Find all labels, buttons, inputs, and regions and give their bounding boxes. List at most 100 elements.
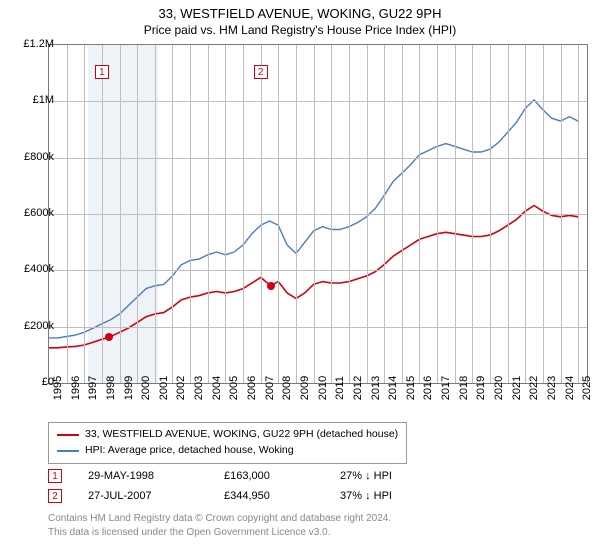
sale-point-dot [105, 333, 113, 341]
x-tick-label: 2020 [493, 376, 505, 400]
sale-marker-box: 1 [95, 65, 109, 79]
gridline-vertical [261, 45, 262, 383]
chart-title: 33, WESTFIELD AVENUE, WOKING, GU22 9PH [0, 0, 600, 21]
x-tick-label: 2011 [334, 376, 346, 400]
x-tick-label: 1995 [52, 376, 64, 400]
x-tick-label: 1996 [70, 376, 82, 400]
x-tick-label: 2021 [511, 376, 523, 400]
gridline-vertical [278, 45, 279, 383]
gridline-horizontal [49, 270, 587, 271]
legend-swatch [57, 434, 79, 436]
sale-delta: 37% ↓ HPI [340, 490, 392, 502]
legend-box: 33, WESTFIELD AVENUE, WOKING, GU22 9PH (… [48, 422, 407, 464]
x-tick-label: 2008 [281, 376, 293, 400]
y-tick-label: £1M [10, 94, 54, 106]
gridline-vertical [331, 45, 332, 383]
sale-date: 29-MAY-1998 [88, 470, 198, 482]
gridline-vertical [367, 45, 368, 383]
gridline-vertical [84, 45, 85, 383]
x-tick-label: 2014 [387, 376, 399, 400]
chart-container: 33, WESTFIELD AVENUE, WOKING, GU22 9PH P… [0, 0, 600, 560]
attribution: Contains HM Land Registry data © Crown c… [48, 512, 391, 539]
x-tick-label: 2010 [317, 376, 329, 400]
gridline-vertical [155, 45, 156, 383]
sales-table-row: 2 27-JUL-2007 £344,950 37% ↓ HPI [48, 486, 392, 506]
gridline-vertical [561, 45, 562, 383]
sale-id-box: 1 [48, 469, 62, 483]
x-tick-label: 2013 [370, 376, 382, 400]
sale-id-box: 2 [48, 489, 62, 503]
gridline-vertical [472, 45, 473, 383]
x-tick-label: 2023 [546, 376, 558, 400]
gridline-vertical [225, 45, 226, 383]
gridline-vertical [190, 45, 191, 383]
x-tick-label: 2022 [528, 376, 540, 400]
sale-date: 27-JUL-2007 [88, 490, 198, 502]
gridline-vertical [296, 45, 297, 383]
legend-label: 33, WESTFIELD AVENUE, WOKING, GU22 9PH (… [85, 427, 398, 443]
gridline-vertical [67, 45, 68, 383]
x-tick-label: 2006 [246, 376, 258, 400]
gridline-vertical [508, 45, 509, 383]
gridline-vertical [349, 45, 350, 383]
y-tick-label: £1.2M [10, 38, 54, 50]
gridline-vertical [490, 45, 491, 383]
legend-swatch [57, 450, 79, 452]
gridline-vertical [419, 45, 420, 383]
gridline-horizontal [49, 158, 587, 159]
gridline-vertical [208, 45, 209, 383]
gridline-horizontal [49, 214, 587, 215]
sale-marker-box: 2 [254, 65, 268, 79]
x-tick-label: 2004 [211, 376, 223, 400]
gridline-vertical [137, 45, 138, 383]
x-tick-label: 2001 [158, 376, 170, 400]
x-tick-label: 2003 [193, 376, 205, 400]
gridline-horizontal [49, 101, 587, 102]
attribution-line-1: Contains HM Land Registry data © Crown c… [48, 512, 391, 526]
gridline-vertical [384, 45, 385, 383]
attribution-line-2: This data is licensed under the Open Gov… [48, 526, 391, 540]
gridline-vertical [455, 45, 456, 383]
sales-table: 1 29-MAY-1998 £163,000 27% ↓ HPI 2 27-JUL-200… [48, 466, 392, 506]
x-tick-label: 2009 [299, 376, 311, 400]
x-tick-label: 2019 [475, 376, 487, 400]
sale-price: £344,950 [224, 490, 314, 502]
y-tick-label: £800k [10, 151, 54, 163]
x-tick-label: 2015 [405, 376, 417, 400]
gridline-horizontal [49, 327, 587, 328]
x-tick-label: 2024 [564, 376, 576, 400]
gridline-vertical [437, 45, 438, 383]
x-tick-label: 2017 [440, 376, 452, 400]
x-tick-label: 2002 [175, 376, 187, 400]
legend-label: HPI: Average price, detached house, Woki… [85, 443, 294, 459]
x-tick-label: 2005 [228, 376, 240, 400]
gridline-vertical [543, 45, 544, 383]
y-tick-label: £200k [10, 320, 54, 332]
x-tick-label: 2000 [140, 376, 152, 400]
y-tick-label: £0 [10, 376, 54, 388]
x-tick-label: 1998 [105, 376, 117, 400]
gridline-vertical [172, 45, 173, 383]
x-tick-label: 1999 [123, 376, 135, 400]
gridline-vertical [243, 45, 244, 383]
y-tick-label: £400k [10, 263, 54, 275]
sales-table-row: 1 29-MAY-1998 £163,000 27% ↓ HPI [48, 466, 392, 486]
gridline-vertical [525, 45, 526, 383]
x-tick-label: 2016 [422, 376, 434, 400]
y-tick-label: £600k [10, 207, 54, 219]
x-tick-label: 2012 [352, 376, 364, 400]
sale-delta: 27% ↓ HPI [340, 470, 392, 482]
x-tick-label: 1997 [87, 376, 99, 400]
sale-point-dot [267, 282, 275, 290]
x-tick-label: 2025 [581, 376, 593, 400]
legend-row: HPI: Average price, detached house, Woki… [57, 443, 398, 459]
gridline-vertical [578, 45, 579, 383]
x-tick-label: 2018 [458, 376, 470, 400]
gridline-vertical [120, 45, 121, 383]
sale-price: £163,000 [224, 470, 314, 482]
gridline-vertical [402, 45, 403, 383]
chart-subtitle: Price paid vs. HM Land Registry's House … [0, 21, 600, 41]
gridline-vertical [102, 45, 103, 383]
legend-row: 33, WESTFIELD AVENUE, WOKING, GU22 9PH (… [57, 427, 398, 443]
plot-area: 12 [48, 44, 588, 384]
